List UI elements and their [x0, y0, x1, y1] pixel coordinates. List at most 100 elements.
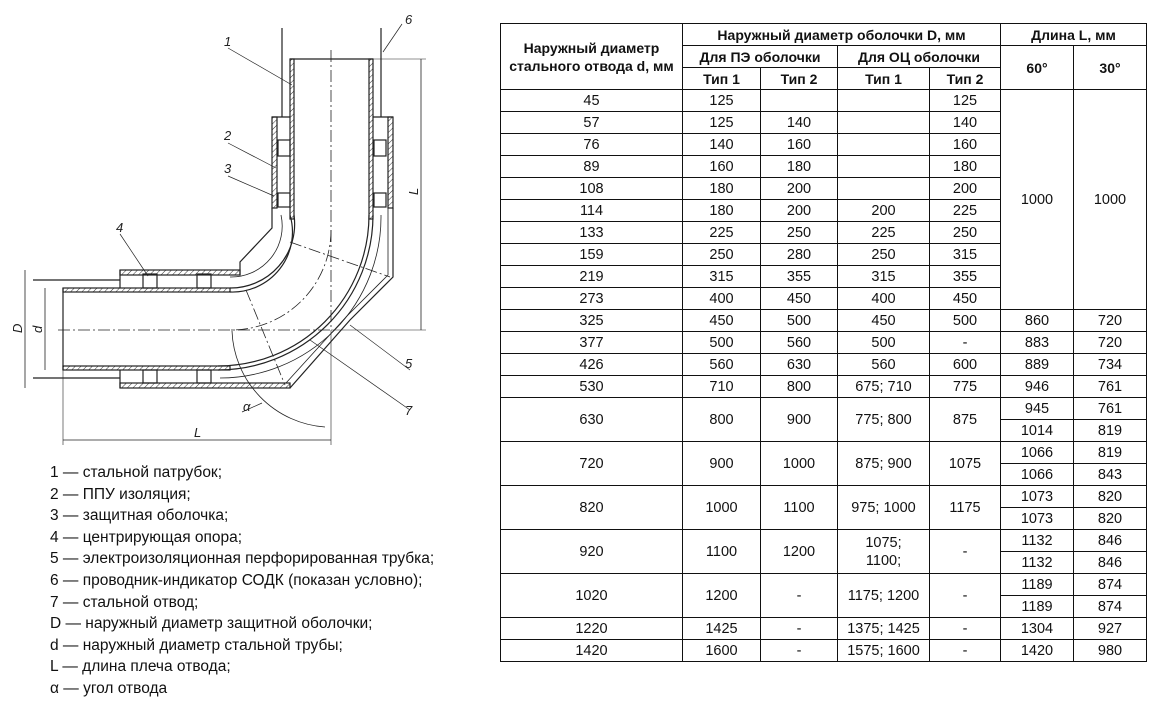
legend-item: 7 — стальной отвод; — [50, 593, 199, 611]
legend-item: 6 — проводник-индикатор СОДК (показан ус… — [50, 571, 423, 589]
cell-pe-type2: 280 — [760, 243, 838, 266]
cell-pe-type1: 1600 — [682, 639, 761, 662]
cell-pe-type2: 450 — [760, 287, 838, 310]
cell-pe-type1: 450 — [682, 309, 761, 332]
cell-oc-type1: 875; 900 — [837, 441, 930, 486]
legend-item: D — наружный диаметр защитной оболочки; — [50, 615, 373, 633]
callout-1: 1 — [224, 34, 231, 49]
cell-oc-type1 — [837, 111, 930, 134]
cell-length-60: 1066 — [1000, 463, 1074, 486]
cell-oc-type2: 450 — [929, 287, 1001, 310]
cell-length-60: 1189 — [1000, 595, 1074, 618]
table-row: 108 180 200 200 — [500, 177, 1147, 200]
cell-oc-type1: 1075; 1100; — [837, 529, 930, 574]
header-shell-diameter: Наружный диаметр оболочки D, мм — [682, 23, 1001, 46]
cell-oc-type2: 180 — [929, 155, 1001, 178]
cell-oc-type2: 1075 — [929, 441, 1001, 486]
cell-oc-type1 — [837, 177, 930, 200]
cell-steel-diameter: 1020 — [500, 573, 683, 618]
table-row: 1020 1200-1175; 1200-1189 874 — [500, 573, 1147, 618]
cell-pe-type2: 630 — [760, 353, 838, 376]
cell-steel-diameter: 159 — [500, 243, 683, 266]
cell-pe-type2: - — [760, 639, 838, 662]
drawing-legend: 1 — стальной патрубок; 2 — ППУ изоляция; 3… — [50, 462, 434, 700]
cell-pe-type2: 140 — [760, 111, 838, 134]
cell-pe-type1: 180 — [682, 199, 761, 222]
cell-oc-type1: 400 — [837, 287, 930, 310]
cell-pe-type2: 200 — [760, 199, 838, 222]
cell-oc-type2: 140 — [929, 111, 1001, 134]
header-30-deg: 30° — [1073, 45, 1147, 90]
legend-item: 5 — электроизоляционная перфорированная … — [50, 550, 435, 568]
cell-steel-diameter: 57 — [500, 111, 683, 134]
cell-pe-type1: 125 — [682, 111, 761, 134]
table-row: 377 500 560 500-883 720 — [500, 331, 1147, 354]
callout-2: 2 — [223, 128, 232, 143]
table-row: 76 140 160 160 — [500, 133, 1147, 156]
header-pe-shell: Для ПЭ оболочки — [682, 45, 838, 68]
cell-oc-type1: 500 — [837, 331, 930, 354]
cell-pe-type1: 710 — [682, 375, 761, 398]
cell-steel-diameter: 108 — [500, 177, 683, 200]
table-row: 426 560 630 560 600 889 734 — [500, 353, 1147, 376]
cell-pe-type2: 560 — [760, 331, 838, 354]
cell-length-30: 843 — [1073, 463, 1147, 486]
cell-oc-type1: 675; 710 — [837, 375, 930, 398]
table-row: 219 315 355 315 355 — [500, 265, 1147, 288]
cell-pe-type1: 160 — [682, 155, 761, 178]
cell-pe-type2: 160 — [760, 133, 838, 156]
cell-length-30: 720 — [1073, 309, 1147, 332]
cell-pe-type1: 500 — [682, 331, 761, 354]
cell-oc-type1: 1175; 1200 — [837, 573, 930, 618]
cell-oc-type2: - — [929, 529, 1001, 574]
dimension-d: d — [30, 325, 45, 333]
cell-pe-type1: 225 — [682, 221, 761, 244]
cell-steel-diameter: 630 — [500, 397, 683, 442]
cell-oc-type1: 450 — [837, 309, 930, 332]
cell-length-30: 927 — [1073, 617, 1147, 640]
cell-oc-type2: 125 — [929, 89, 1001, 112]
cell-oc-type2: - — [929, 573, 1001, 618]
legend-item: 3 — защитная оболочка; — [50, 507, 229, 525]
cell-oc-type1: 1375; 1425 — [837, 617, 930, 640]
dimension-alpha: α — [243, 399, 251, 414]
callout-5: 5 — [405, 356, 413, 371]
callout-3: 3 — [224, 161, 232, 176]
table-row: 45 125 125 1000 1000 — [500, 89, 1147, 310]
header-length: Длина L, мм — [1000, 23, 1147, 46]
cell-length-30: 820 — [1073, 507, 1147, 530]
table-subrow: 1189 874 — [501, 595, 1147, 618]
cell-pe-type2: 1200 — [760, 529, 838, 574]
table-row: 114 180 200 200 225 — [500, 199, 1147, 222]
callout-4: 4 — [116, 220, 123, 235]
cell-pe-type1: 800 — [682, 397, 761, 442]
cell-pe-type2: 200 — [760, 177, 838, 200]
cell-length-30: 846 — [1073, 529, 1147, 552]
cell-length-60: 1132 — [1000, 551, 1074, 574]
cell-oc-type1 — [837, 89, 930, 112]
cell-oc-type1: 225 — [837, 221, 930, 244]
callout-7: 7 — [405, 403, 413, 418]
cell-oc-type2: 500 — [929, 309, 1001, 332]
cell-length-30: 980 — [1073, 639, 1147, 662]
cell-pe-type2: 800 — [760, 375, 838, 398]
cell-pe-type1: 900 — [682, 441, 761, 486]
table-row: 630 800 900 775; 800 875 945 761 — [500, 397, 1147, 442]
cell-length-30: 846 — [1073, 551, 1147, 574]
cell-steel-diameter: 820 — [500, 485, 683, 530]
cell-steel-diameter: 45 — [500, 89, 683, 112]
table-row: 1420 1600-1575; 1600-1420 980 — [500, 639, 1147, 662]
cell-pe-type2 — [760, 89, 838, 112]
cell-steel-diameter: 273 — [500, 287, 683, 310]
header-oc-shell: Для ОЦ оболочки — [837, 45, 1001, 68]
cell-length-60: 1132 — [1000, 529, 1074, 552]
cell-pe-type1: 125 — [682, 89, 761, 112]
cell-oc-type2: 315 — [929, 243, 1001, 266]
table-body: 45 125 125 1000 1000 57 125 140 140 76 140 160 160 89… — [500, 89, 1147, 662]
table-row: 530 710 800 675; 710 775 946 761 — [500, 375, 1147, 398]
cell-pe-type2: 1100 — [760, 485, 838, 530]
elbow-geometry — [24, 23, 426, 445]
legend-item: L — длина плеча отвода; — [50, 658, 231, 676]
cell-length-60: 1073 — [1000, 507, 1074, 530]
cell-pe-type1: 1200 — [682, 573, 761, 618]
